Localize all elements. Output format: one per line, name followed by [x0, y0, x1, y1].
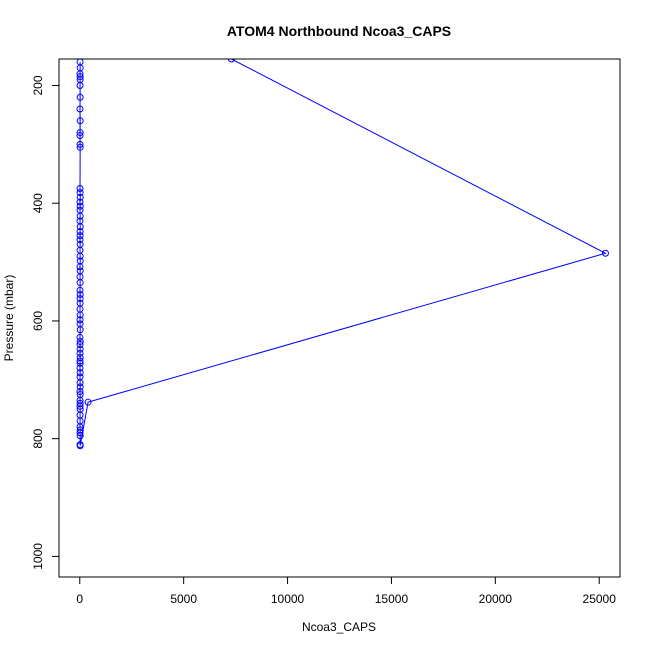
data-point [76, 140, 84, 148]
data-point [76, 286, 84, 294]
data-point [76, 193, 84, 201]
x-tick-label: 5000 [170, 592, 197, 606]
data-point [76, 227, 84, 235]
data-point [76, 373, 84, 381]
data-point [76, 185, 84, 192]
data-point [76, 202, 84, 210]
y-axis-label: Pressure (mbar) [2, 275, 16, 362]
x-tick-label: 25000 [583, 592, 617, 606]
data-point [76, 299, 84, 307]
data-point [76, 338, 84, 346]
data-point [76, 391, 84, 399]
data-point [76, 267, 84, 275]
y-tick-label: 1000 [31, 543, 45, 570]
data-point [76, 345, 84, 353]
data-point [76, 369, 84, 377]
y-axis: 200 400 600 800 1000 [31, 75, 60, 570]
data-point [76, 129, 84, 137]
data-point [76, 189, 84, 197]
data-point [76, 316, 84, 324]
data-point [84, 398, 92, 406]
data-point [76, 426, 84, 434]
data-point [76, 349, 84, 357]
data-point [76, 236, 84, 244]
data-point [76, 198, 84, 206]
plot-area [76, 59, 609, 450]
data-point [76, 357, 84, 365]
data-point [76, 132, 84, 140]
series-layer [76, 59, 609, 450]
x-tick-label: 15000 [375, 592, 409, 606]
x-tick-label: 10000 [271, 592, 305, 606]
x-tick-label: 20000 [479, 592, 513, 606]
data-point [76, 232, 84, 240]
data-point [76, 117, 84, 125]
y-tick-label: 600 [31, 311, 45, 331]
data-point [601, 249, 609, 257]
data-point [76, 290, 84, 298]
data-point [76, 240, 84, 248]
data-point [76, 320, 84, 328]
chart-title: ATOM4 Northbound Ncoa3_CAPS [227, 23, 451, 39]
data-point [76, 206, 84, 214]
data-point [76, 105, 84, 113]
data-point [76, 353, 84, 361]
x-axis-label: Ncoa3_CAPS [302, 620, 376, 634]
x-axis: 0 5000 10000 15000 20000 25000 [76, 576, 617, 606]
y-tick-label: 800 [31, 428, 45, 448]
data-point [76, 340, 84, 348]
data-point [76, 295, 84, 303]
data-point [76, 333, 84, 341]
y-tick-label: 400 [31, 193, 45, 213]
data-point [76, 73, 84, 81]
data-point [76, 81, 84, 89]
data-point [76, 399, 84, 407]
data-point [76, 143, 84, 151]
data-point [227, 59, 235, 63]
data-point [76, 364, 84, 372]
data-point [76, 388, 84, 396]
x-tick-label: 0 [76, 592, 83, 606]
data-point [76, 217, 84, 225]
data-point [76, 93, 84, 101]
y-tick-label: 200 [31, 75, 45, 95]
data-point [76, 383, 84, 391]
data-point [76, 257, 84, 265]
data-point [76, 441, 84, 449]
